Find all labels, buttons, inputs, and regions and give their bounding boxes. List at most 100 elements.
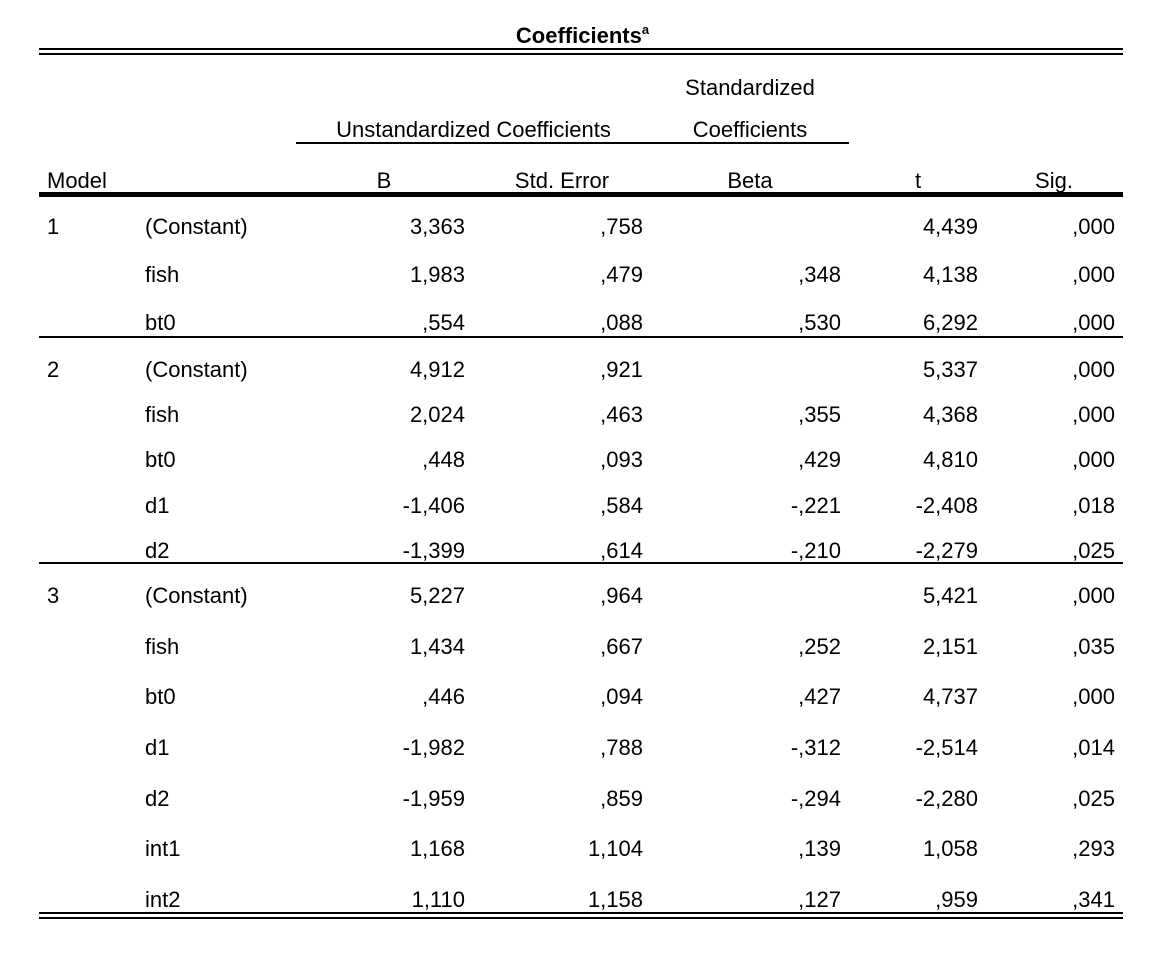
cell-std-error: ,758 bbox=[600, 214, 643, 239]
cell-std-error: ,584 bbox=[600, 493, 643, 518]
cell-std-error: ,094 bbox=[600, 684, 643, 709]
cell-t: 4,810 bbox=[922, 447, 978, 472]
cell-beta: ,348 bbox=[798, 262, 841, 287]
cell-t: -2,408 bbox=[915, 493, 978, 518]
cell-model: 2 bbox=[47, 357, 60, 382]
cell-b: 3,363 bbox=[409, 214, 465, 239]
bottom-rule-1 bbox=[39, 912, 1123, 914]
cell-t: 4,737 bbox=[922, 684, 978, 709]
cell-variable: fish bbox=[145, 262, 180, 287]
cell-std-error: 1,104 bbox=[587, 836, 643, 861]
cell-sig: ,000 bbox=[1072, 402, 1115, 427]
cell-sig: ,018 bbox=[1072, 493, 1115, 518]
cell-t: 4,439 bbox=[922, 214, 978, 239]
cell-sig: ,000 bbox=[1072, 262, 1115, 287]
cell-b: 2,024 bbox=[409, 402, 465, 427]
cell-std-error: ,964 bbox=[600, 583, 643, 608]
cell-beta: -,221 bbox=[790, 493, 841, 518]
cell-t: 2,151 bbox=[922, 634, 978, 659]
cell-variable: fish bbox=[145, 634, 180, 659]
cell-t: 4,368 bbox=[922, 402, 978, 427]
col-header-std-error: Std. Error bbox=[514, 168, 610, 193]
cell-beta: ,429 bbox=[798, 447, 841, 472]
cell-variable: d2 bbox=[145, 538, 170, 563]
table-title-superscript: a bbox=[641, 22, 650, 37]
cell-sig: ,014 bbox=[1072, 735, 1115, 760]
cell-variable: int2 bbox=[145, 887, 181, 912]
cell-std-error: ,667 bbox=[600, 634, 643, 659]
cell-t: 6,292 bbox=[922, 310, 978, 335]
cell-std-error: ,788 bbox=[600, 735, 643, 760]
cell-b: 1,168 bbox=[409, 836, 465, 861]
standardized-header-line2: Coefficients bbox=[692, 117, 808, 142]
cell-sig: ,000 bbox=[1072, 357, 1115, 382]
bottom-rule-2 bbox=[39, 917, 1123, 919]
cell-std-error: 1,158 bbox=[587, 887, 643, 912]
cell-t: ,959 bbox=[935, 887, 978, 912]
cell-variable: d1 bbox=[145, 735, 170, 760]
cell-t: 5,421 bbox=[922, 583, 978, 608]
cell-std-error: ,479 bbox=[600, 262, 643, 287]
cell-model: 1 bbox=[47, 214, 60, 239]
cell-b: 4,912 bbox=[409, 357, 465, 382]
cell-variable: (Constant) bbox=[145, 214, 248, 239]
cell-b: 1,983 bbox=[409, 262, 465, 287]
cell-variable: (Constant) bbox=[145, 583, 248, 608]
col-header-sig: Sig. bbox=[1035, 168, 1073, 193]
cell-std-error: ,463 bbox=[600, 402, 643, 427]
cell-beta: ,427 bbox=[798, 684, 841, 709]
cell-variable: bt0 bbox=[145, 684, 176, 709]
cell-b: -1,982 bbox=[402, 735, 465, 760]
cell-sig: ,000 bbox=[1072, 214, 1115, 239]
col-header-model: Model bbox=[47, 168, 107, 193]
cell-variable: bt0 bbox=[145, 447, 176, 472]
col-header-t: t bbox=[914, 168, 922, 193]
cell-b: 1,434 bbox=[409, 634, 465, 659]
cell-b: ,554 bbox=[422, 310, 465, 335]
cell-sig: ,035 bbox=[1072, 634, 1115, 659]
cell-beta: -,210 bbox=[790, 538, 841, 563]
cell-b: -1,399 bbox=[402, 538, 465, 563]
cell-beta: -,312 bbox=[790, 735, 841, 760]
model-separator-1 bbox=[39, 336, 1123, 338]
cell-b: ,448 bbox=[422, 447, 465, 472]
group-header-underline bbox=[296, 142, 849, 144]
unstandardized-header: Unstandardized Coefficients bbox=[336, 117, 611, 142]
cell-std-error: ,921 bbox=[600, 357, 643, 382]
header-bottom-rule bbox=[39, 192, 1123, 197]
cell-sig: ,341 bbox=[1072, 887, 1115, 912]
cell-model: 3 bbox=[47, 583, 60, 608]
table-title: Coefficientsa bbox=[0, 22, 1165, 48]
cell-beta: -,294 bbox=[790, 786, 841, 811]
top-rule-1 bbox=[39, 48, 1123, 50]
col-header-beta: Beta bbox=[727, 168, 773, 193]
top-rule-2 bbox=[39, 53, 1123, 55]
cell-variable: (Constant) bbox=[145, 357, 248, 382]
cell-sig: ,293 bbox=[1072, 836, 1115, 861]
cell-std-error: ,614 bbox=[600, 538, 643, 563]
cell-t: -2,280 bbox=[915, 786, 978, 811]
cell-beta: ,355 bbox=[798, 402, 841, 427]
cell-sig: ,000 bbox=[1072, 310, 1115, 335]
col-header-b: B bbox=[376, 168, 392, 193]
cell-sig: ,000 bbox=[1072, 447, 1115, 472]
cell-sig: ,025 bbox=[1072, 786, 1115, 811]
standardized-header-line1: Standardized bbox=[685, 75, 815, 100]
cell-b: 5,227 bbox=[409, 583, 465, 608]
cell-t: -2,514 bbox=[915, 735, 978, 760]
cell-std-error: ,088 bbox=[600, 310, 643, 335]
cell-std-error: ,093 bbox=[600, 447, 643, 472]
cell-t: -2,279 bbox=[915, 538, 978, 563]
cell-b: ,446 bbox=[422, 684, 465, 709]
cell-variable: fish bbox=[145, 402, 180, 427]
cell-b: 1,110 bbox=[411, 887, 465, 912]
cell-beta: ,252 bbox=[798, 634, 841, 659]
cell-variable: d1 bbox=[145, 493, 170, 518]
cell-sig: ,025 bbox=[1072, 538, 1115, 563]
cell-sig: ,000 bbox=[1072, 684, 1115, 709]
cell-b: -1,959 bbox=[402, 786, 465, 811]
cell-t: 1,058 bbox=[922, 836, 978, 861]
table-title-text: Coefficients bbox=[515, 23, 642, 48]
cell-variable: int1 bbox=[145, 836, 181, 861]
cell-beta: ,139 bbox=[798, 836, 841, 861]
